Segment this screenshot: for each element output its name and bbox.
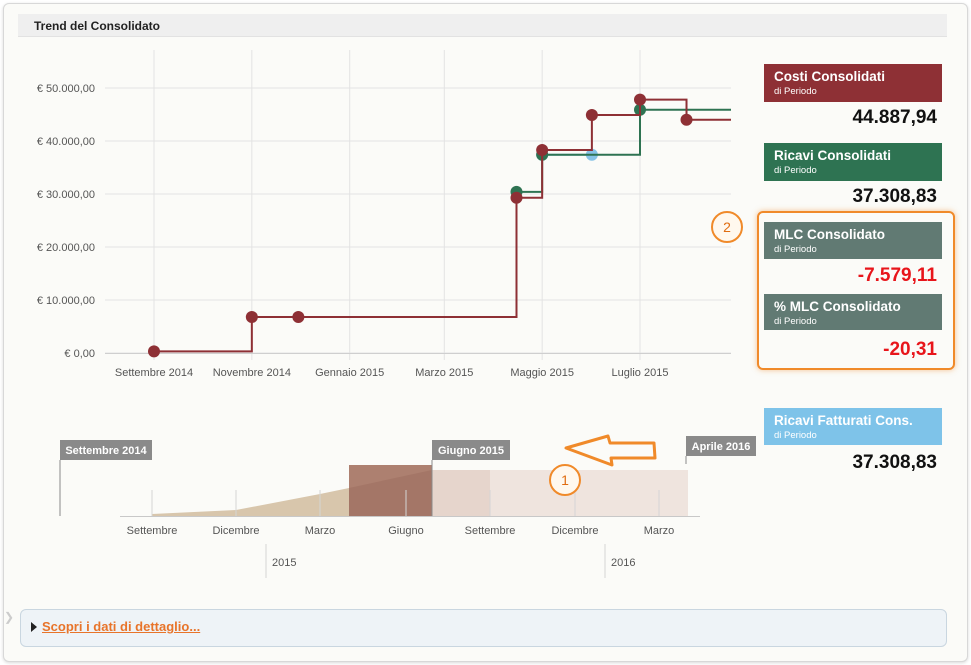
nav-year-label: 2016: [611, 557, 635, 569]
kpi-mlc-perc-header: % MLC Consolidato di Periodo: [764, 294, 942, 330]
annotation-arrow-icon: [564, 434, 657, 467]
nav-selected-area: [349, 470, 432, 516]
data-point[interactable]: [292, 310, 305, 323]
nav-end-flag[interactable]: [686, 436, 756, 456]
kpi-mlc-label: MLC Consolidato: [774, 227, 885, 242]
kpi-mlc-perc-value: -20,31: [883, 339, 937, 360]
x-tick-label: Marzo 2015: [415, 367, 473, 379]
detail-link[interactable]: Scopri i dati di dettaglio...: [42, 619, 201, 634]
kpi-fatturati-label: Ricavi Fatturati Cons.: [774, 413, 913, 428]
nav-month-label: Marzo: [644, 525, 675, 537]
kpi-ricavi-label: Ricavi Consolidati: [774, 148, 892, 163]
x-tick-label: Settembre 2014: [115, 367, 193, 379]
series-line: [516, 108, 731, 193]
data-point[interactable]: [680, 113, 693, 126]
y-tick-label: € 20.000,00: [37, 242, 95, 254]
dashboard-frame: [3, 3, 968, 662]
nav-selected-flag[interactable]: [432, 440, 510, 460]
mlc-highlight-box: [757, 211, 955, 370]
kpi-fatturati-sub: di Periodo: [774, 430, 817, 441]
nav-month-label: Giugno: [388, 525, 423, 537]
kpi-mlc-header: MLC Consolidato di Periodo: [764, 222, 942, 259]
data-point[interactable]: [510, 191, 523, 204]
x-tick-label: Maggio 2015: [510, 367, 574, 379]
data-point[interactable]: [585, 109, 598, 122]
kpi-costi-value: 44.887,94: [852, 107, 937, 128]
kpi-ricavi-value: 37.308,83: [852, 186, 937, 207]
data-point[interactable]: [245, 310, 258, 323]
kpi-fatturati-header: Ricavi Fatturati Cons. di Periodo: [764, 408, 942, 445]
kpi-costi-sub: di Periodo: [774, 86, 817, 97]
nav-month-label: Settembre: [465, 525, 516, 537]
nav-start-label: Settembre 2014: [65, 445, 147, 457]
nav-end-label: Aprile 2016: [692, 441, 751, 453]
panel-title: Trend del Consolidato: [34, 19, 161, 33]
kpi-costi-header: Costi Consolidati di Periodo: [764, 64, 942, 102]
x-tick-label: Gennaio 2015: [315, 367, 384, 379]
callout-2: 2: [711, 211, 743, 243]
kpi-ricavi-header: Ricavi Consolidati di Periodo: [764, 143, 942, 181]
callout-1: 1: [549, 464, 581, 496]
data-point[interactable]: [148, 345, 160, 358]
nav-after-area: [432, 470, 490, 516]
kpi-mlc-perc-label: % MLC Consolidato: [774, 299, 901, 314]
kpi-mlc-sub: di Periodo: [774, 244, 817, 255]
y-tick-label: € 30.000,00: [37, 189, 95, 201]
x-tick-label: Luglio 2015: [612, 367, 669, 379]
nav-month-label: Dicembre: [551, 525, 598, 537]
nav-month-label: Dicembre: [212, 525, 259, 537]
kpi-ricavi-sub: di Periodo: [774, 165, 817, 176]
nav-start-flag[interactable]: [60, 440, 152, 460]
kpi-mlc-perc-sub: di Periodo: [774, 316, 817, 327]
data-point[interactable]: [536, 144, 549, 157]
detail-expander[interactable]: Scopri i dati di dettaglio...: [20, 609, 947, 647]
data-point[interactable]: [634, 93, 646, 106]
y-tick-label: € 50.000,00: [37, 83, 95, 95]
y-tick-label: € 0,00: [64, 348, 95, 360]
y-tick-label: € 40.000,00: [37, 136, 95, 148]
nav-month-label: Settembre: [127, 525, 178, 537]
nav-selected-label: Giugno 2015: [438, 445, 504, 457]
nav-month-label: Marzo: [305, 525, 336, 537]
kpi-mlc-value: -7.579,11: [857, 265, 937, 286]
y-tick-label: € 10.000,00: [37, 295, 95, 307]
expand-triangle-icon: [31, 622, 37, 632]
x-tick-label: Novembre 2014: [213, 367, 291, 379]
kpi-costi-label: Costi Consolidati: [774, 69, 885, 84]
nav-year-label: 2015: [272, 557, 296, 569]
panel-header: Trend del Consolidato: [18, 14, 947, 37]
kpi-fatturati-value: 37.308,83: [852, 452, 937, 473]
side-collapse-handle[interactable]: ❯: [4, 610, 15, 624]
